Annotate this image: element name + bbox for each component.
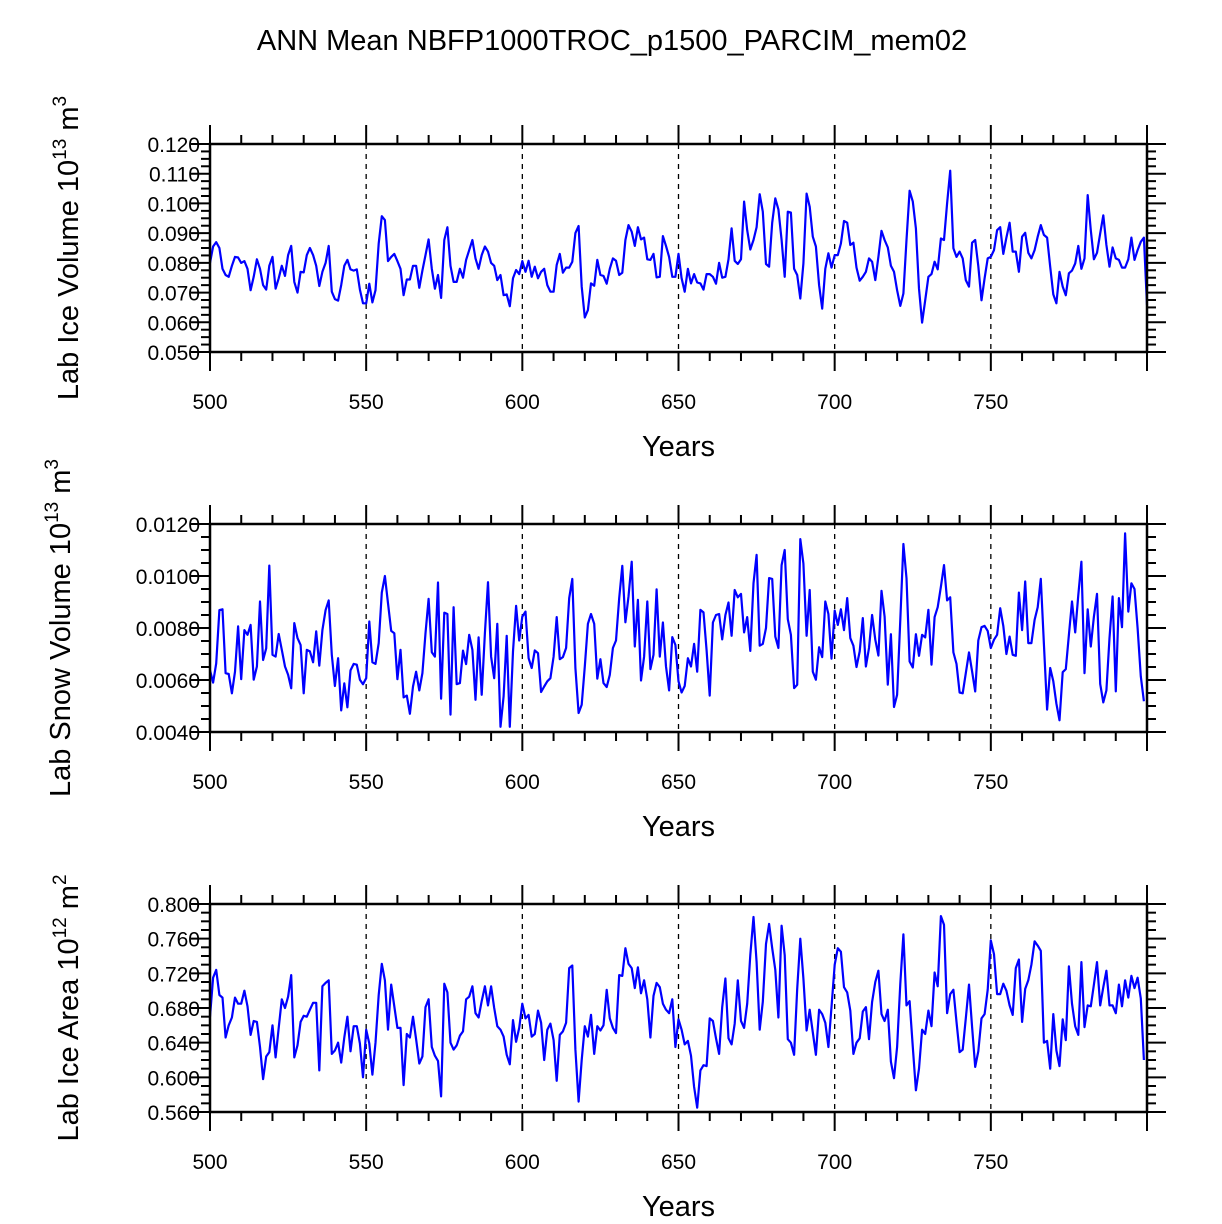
x-tick-label: 600 — [505, 771, 540, 794]
y-axis-title: Lab Ice Volume 1013 m3 — [50, 96, 85, 400]
y-tick-label: 0.080 — [147, 253, 200, 276]
y-tick-label: 0.100 — [147, 193, 200, 216]
y-tick-label: 0.070 — [147, 283, 200, 306]
x-tick-label: 750 — [973, 391, 1008, 414]
y-tick-label: 0.640 — [147, 1033, 200, 1056]
x-axis-title: Years — [642, 811, 715, 843]
y-tick-label: 0.600 — [147, 1067, 200, 1090]
y-title-text: m — [53, 106, 85, 138]
y-title-text: m — [45, 470, 77, 502]
y-tick-label: 0.560 — [147, 1102, 200, 1125]
x-axis-title: Years — [642, 1191, 715, 1223]
x-tick-label: 650 — [661, 391, 696, 414]
panel-3: 500 550 600 650 700 750 0.560 0.600 0.640 0.680 0.… — [50, 874, 1166, 1223]
data-line — [208, 169, 1149, 324]
chart-title: ANN Mean NBFP1000TROC_p1500_PARCIM_mem02 — [257, 25, 967, 57]
y-tick-label: 0.120 — [147, 134, 200, 157]
plot-frame — [208, 522, 1149, 734]
y-title-text: m — [53, 885, 85, 917]
plot-frame — [208, 902, 1149, 1114]
data-line — [208, 914, 1145, 1109]
y-title-superscript: 2 — [50, 874, 71, 885]
y-title-superscript: 13 — [50, 139, 71, 160]
y-tick-label: 0.0120 — [136, 514, 200, 537]
x-tick-label: 750 — [973, 1151, 1008, 1174]
x-axis-title: Years — [642, 431, 715, 463]
panel-2: 500 550 600 650 700 750 0.0040 0.0060 0.0080 0.01… — [42, 459, 1166, 843]
y-tick-label: 0.0080 — [136, 618, 200, 641]
y-title-superscript: 12 — [50, 917, 71, 938]
y-title-text: Lab Ice Volume 10 — [53, 160, 85, 400]
x-tick-label: 550 — [349, 391, 384, 414]
y-tick-label: 0.060 — [147, 312, 200, 335]
x-tick-label: 650 — [661, 771, 696, 794]
y-tick-label: 0.680 — [147, 998, 200, 1021]
x-tick-label: 500 — [192, 1151, 227, 1174]
y-tick-label: 0.110 — [149, 164, 200, 187]
x-tick-label: 500 — [192, 391, 227, 414]
x-tick-label: 550 — [349, 771, 384, 794]
y-axis-title: Lab Ice Area 1012 m2 — [50, 874, 85, 1141]
x-tick-label: 500 — [192, 771, 227, 794]
y-title-superscript: 3 — [50, 96, 71, 107]
y-tick-label: 0.0100 — [136, 566, 200, 589]
y-tick-label: 0.760 — [147, 929, 200, 952]
x-tick-label: 700 — [817, 1151, 852, 1174]
x-tick-label: 600 — [505, 391, 540, 414]
y-tick-label: 0.0060 — [136, 670, 200, 693]
y-title-text: Lab Snow Volume 10 — [45, 523, 77, 797]
x-tick-label: 700 — [817, 771, 852, 794]
y-tick-label: 0.0040 — [136, 722, 200, 745]
y-tick-label: 0.050 — [147, 342, 200, 365]
data-line — [208, 532, 1145, 728]
y-axis-title: Lab Snow Volume 1013 m3 — [42, 459, 77, 797]
y-title-superscript: 3 — [42, 459, 63, 470]
y-tick-label: 0.090 — [147, 223, 200, 246]
x-tick-label: 600 — [505, 1151, 540, 1174]
y-tick-label: 0.720 — [147, 963, 200, 986]
y-title-superscript: 13 — [42, 502, 63, 523]
plot-frame — [208, 142, 1149, 354]
x-tick-label: 650 — [661, 1151, 696, 1174]
panel-1: 500 550 600 650 700 750 0.050 0.060 0.070 0.080 0.… — [50, 96, 1166, 463]
x-tick-label: 700 — [817, 391, 852, 414]
x-tick-label: 550 — [349, 1151, 384, 1174]
y-title-text: Lab Ice Area 10 — [53, 938, 85, 1141]
y-tick-label: 0.800 — [147, 894, 200, 917]
x-tick-label: 750 — [973, 771, 1008, 794]
